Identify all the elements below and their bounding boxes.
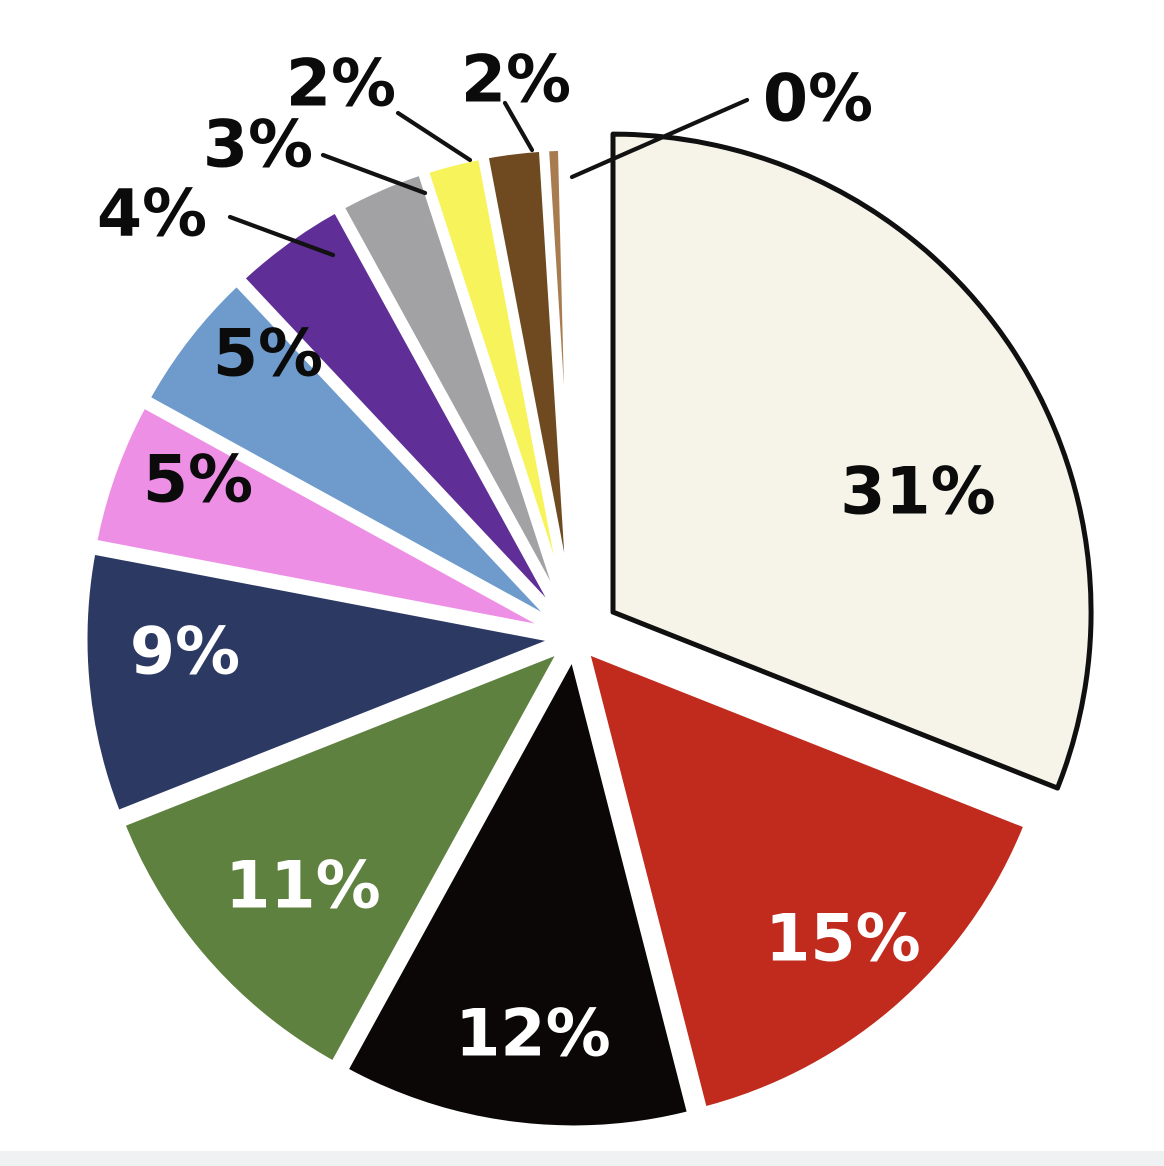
leader-line-9-2pct: [395, 110, 473, 163]
pie-slice-3-11pct: [115, 642, 569, 1071]
pct-label-1-15pct: 15%: [765, 901, 921, 976]
pct-label-2-12pct: 12%: [455, 996, 611, 1071]
pie-slice-5-5pct: [87, 398, 567, 638]
leader-line-10-2pct: [502, 100, 535, 153]
pie-slice-6-5pct: [140, 276, 569, 634]
pct-label-10-2pct: 2%: [461, 42, 571, 117]
leader-line-11-0pct: [569, 97, 750, 180]
pct-label-0-31pct: 31%: [840, 454, 996, 529]
leader-line-8-3pct: [320, 152, 428, 196]
pct-label-8-3pct: 3%: [203, 107, 313, 182]
pie-slice-4-9pct: [78, 545, 566, 820]
pct-label-7-4pct: 4%: [97, 176, 207, 251]
pct-label-9-2pct: 2%: [286, 46, 396, 121]
pie-slice-0-31pct: [610, 131, 1094, 791]
pct-label-11-0pct: 0%: [763, 61, 873, 136]
pct-label-6-5pct: 5%: [213, 316, 323, 391]
pct-label-3-11pct: 11%: [225, 848, 381, 923]
pct-label-5-5pct: 5%: [143, 442, 253, 517]
leader-line-7-4pct: [227, 214, 336, 258]
pie-slice-1-15pct: [579, 644, 1034, 1116]
bottom-edge-strip: [0, 1151, 1164, 1166]
pie-slice-2-12pct: [338, 647, 697, 1135]
pie-slice-11-0pct: [539, 141, 579, 629]
pct-label-4-9pct: 9%: [130, 614, 240, 689]
